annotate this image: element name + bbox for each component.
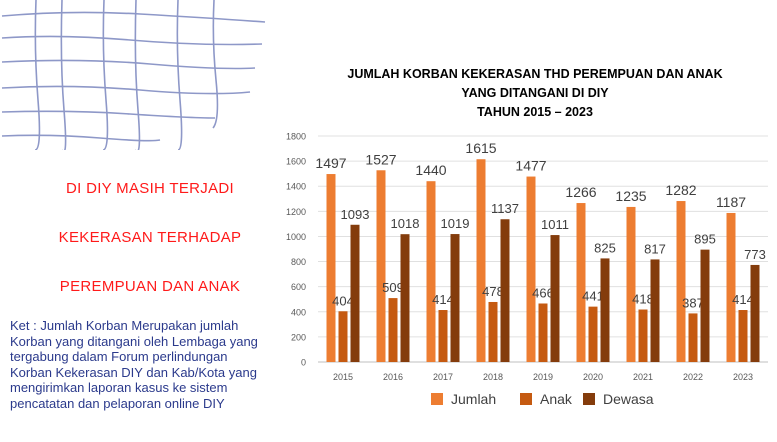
bar-jumlah-2019 [526, 176, 536, 362]
data-label: 441 [582, 289, 604, 304]
bar-anak-2022 [688, 313, 698, 362]
data-label: 509 [382, 280, 404, 295]
grid-decoration [1, 0, 266, 150]
y-tick-label: 600 [291, 282, 306, 292]
data-label: 1282 [665, 182, 696, 198]
bar-dewasa-2017 [450, 234, 460, 362]
data-label: 817 [644, 241, 666, 256]
y-tick-label: 1200 [286, 207, 306, 217]
legend-item-jumlah: Jumlah [431, 389, 496, 409]
data-label: 1187 [716, 194, 746, 210]
bar-jumlah-2022 [676, 201, 686, 362]
bar-jumlah-2023 [726, 212, 736, 362]
x-tick-label: 2017 [433, 372, 453, 382]
y-tick-label: 1800 [286, 132, 306, 142]
data-label: 1093 [341, 207, 370, 222]
data-label: 478 [482, 284, 504, 299]
bar-dewasa-2020 [600, 258, 610, 362]
bar-jumlah-2016 [376, 170, 386, 362]
data-label: 1527 [365, 151, 396, 167]
data-label: 1018 [391, 216, 420, 231]
bar-dewasa-2016 [400, 234, 410, 362]
y-tick-label: 0 [301, 358, 306, 368]
bar-jumlah-2017 [426, 181, 436, 362]
bar-anak-2015 [338, 311, 348, 362]
bar-anak-2019 [538, 303, 548, 362]
data-label: 418 [632, 292, 654, 307]
y-tick-label: 1000 [286, 232, 306, 242]
bar-anak-2018 [488, 301, 498, 362]
y-tick-label: 200 [291, 332, 306, 342]
data-label: 1615 [465, 140, 496, 156]
y-tick-label: 800 [291, 257, 306, 267]
bar-jumlah-2015 [326, 174, 336, 362]
bar-jumlah-2020 [576, 203, 586, 362]
data-label: 1011 [541, 217, 569, 232]
bar-dewasa-2022 [700, 249, 710, 362]
data-label: 773 [744, 247, 766, 262]
legend-item-anak: Anak [520, 389, 572, 409]
data-label: 466 [532, 285, 554, 300]
bar-dewasa-2023 [750, 264, 760, 362]
data-label: 404 [332, 293, 354, 308]
data-label: 1440 [415, 162, 446, 178]
data-label: 1497 [315, 155, 346, 171]
x-tick-label: 2016 [383, 372, 403, 382]
legend-item-dewasa: Dewasa [583, 389, 654, 409]
bar-dewasa-2019 [550, 235, 560, 362]
data-label: 1137 [491, 201, 519, 216]
bar-anak-2020 [588, 306, 598, 362]
headline-line-3: PEREMPUAN DAN ANAK [59, 278, 241, 295]
bar-dewasa-2021 [650, 259, 660, 362]
bar-jumlah-2018 [476, 159, 486, 362]
data-label: 1477 [515, 158, 546, 174]
data-label: 414 [432, 292, 454, 307]
legend-label-jumlah: Jumlah [451, 391, 497, 407]
bar-anak-2016 [388, 298, 398, 362]
x-tick-label: 2020 [583, 372, 603, 382]
headline-line-1: DI DIY MASIH TERJADI [66, 180, 234, 197]
legend-swatch-dewasa [583, 393, 595, 405]
data-label: 1266 [565, 184, 596, 200]
bar-dewasa-2018 [500, 219, 510, 362]
chart-title-line-2: YANG DITANGANI DI DIY [461, 86, 609, 100]
headline-line-2: KEKERASAN TERHADAP [58, 229, 242, 246]
data-label: 895 [694, 232, 716, 247]
x-tick-label: 2015 [333, 372, 353, 382]
y-tick-label: 1400 [286, 182, 306, 192]
data-label: 1019 [441, 216, 470, 231]
legend-label-dewasa: Dewasa [603, 391, 654, 407]
bar-anak-2017 [438, 310, 448, 362]
bar-jumlah-2021 [626, 206, 636, 362]
x-tick-label: 2022 [683, 372, 703, 382]
data-label: 414 [732, 292, 754, 307]
data-label: 1235 [615, 188, 646, 204]
chart-title-line-1: JUMLAH KORBAN KEKERASAN THD PEREMPUAN DA… [347, 67, 723, 81]
x-tick-label: 2019 [533, 372, 553, 382]
bar-anak-2023 [738, 310, 748, 362]
data-label: 825 [594, 240, 616, 255]
note-text: Ket : Jumlah Korban Merupakan jumlah Kor… [10, 318, 258, 411]
chart-title-line-3: TAHUN 2015 – 2023 [477, 105, 593, 119]
legend-swatch-jumlah [431, 393, 443, 405]
data-label: 387 [682, 295, 704, 310]
legend-label-anak: Anak [540, 391, 572, 407]
bar-anak-2021 [638, 309, 648, 362]
legend-swatch-anak [520, 393, 532, 405]
y-tick-label: 400 [291, 307, 306, 317]
y-tick-label: 1600 [286, 157, 306, 167]
x-tick-label: 2023 [733, 372, 753, 382]
x-tick-label: 2018 [483, 372, 503, 382]
chart-title: JUMLAH KORBAN KEKERASAN THD PEREMPUAN DA… [300, 65, 770, 122]
bar-dewasa-2015 [350, 224, 360, 362]
x-tick-label: 2021 [633, 372, 653, 382]
